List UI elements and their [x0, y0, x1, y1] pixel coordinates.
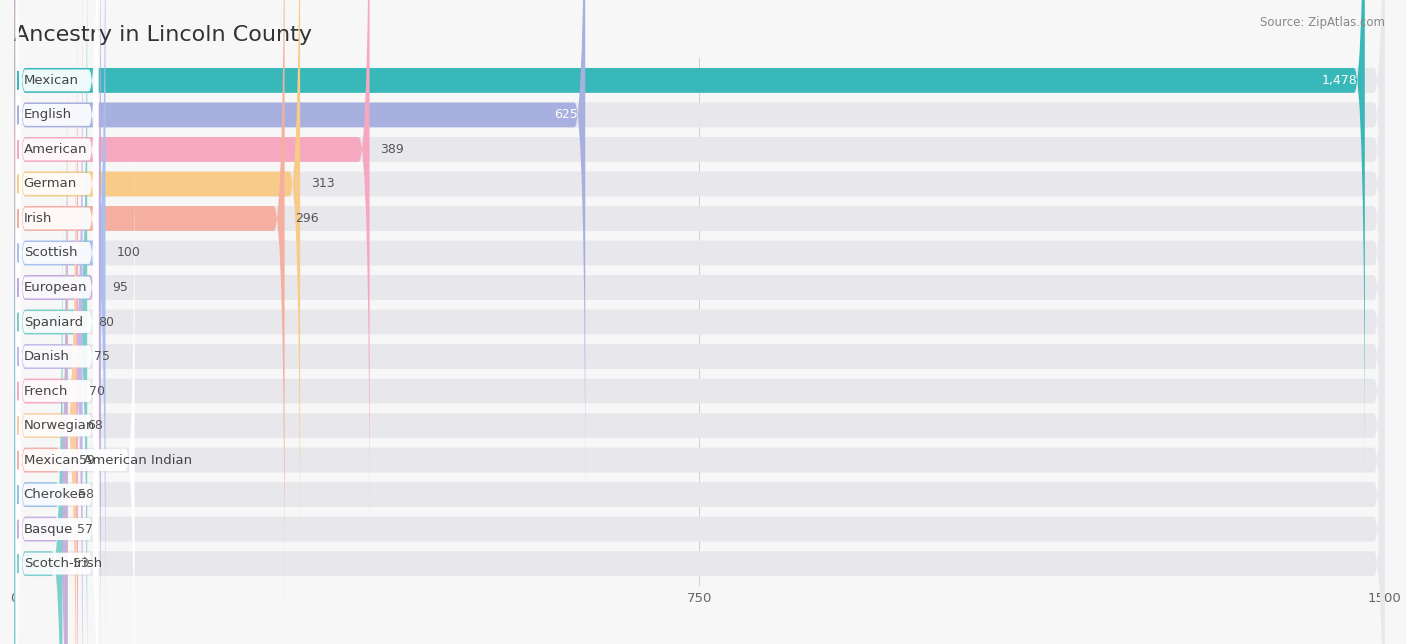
FancyBboxPatch shape [14, 0, 1385, 551]
Text: Danish: Danish [24, 350, 69, 363]
Text: 70: 70 [89, 384, 105, 397]
FancyBboxPatch shape [14, 0, 1385, 644]
FancyBboxPatch shape [15, 0, 98, 484]
FancyBboxPatch shape [15, 229, 98, 644]
FancyBboxPatch shape [14, 24, 76, 644]
FancyBboxPatch shape [14, 162, 62, 644]
Text: Norwegian: Norwegian [24, 419, 96, 432]
Text: 59: 59 [79, 453, 94, 466]
Text: 389: 389 [381, 143, 405, 156]
FancyBboxPatch shape [14, 0, 1385, 482]
Text: 58: 58 [79, 488, 94, 501]
FancyBboxPatch shape [14, 59, 67, 644]
Text: European: European [24, 281, 87, 294]
FancyBboxPatch shape [14, 0, 299, 585]
FancyBboxPatch shape [15, 0, 98, 553]
Text: Mexican American Indian: Mexican American Indian [24, 453, 191, 466]
FancyBboxPatch shape [15, 23, 98, 644]
Text: 625: 625 [554, 108, 578, 122]
FancyBboxPatch shape [14, 59, 1385, 644]
Text: 75: 75 [94, 350, 110, 363]
Text: 95: 95 [112, 281, 128, 294]
Text: Source: ZipAtlas.com: Source: ZipAtlas.com [1260, 16, 1385, 29]
FancyBboxPatch shape [14, 0, 1385, 644]
FancyBboxPatch shape [15, 0, 98, 518]
FancyBboxPatch shape [15, 0, 98, 587]
FancyBboxPatch shape [14, 128, 1385, 644]
Text: French: French [24, 384, 67, 397]
FancyBboxPatch shape [14, 0, 1385, 516]
Text: Irish: Irish [24, 212, 52, 225]
FancyBboxPatch shape [14, 0, 1385, 585]
FancyBboxPatch shape [14, 0, 370, 551]
Text: 1,478: 1,478 [1322, 74, 1358, 87]
Text: 313: 313 [311, 178, 335, 191]
FancyBboxPatch shape [14, 24, 1385, 644]
Text: Scottish: Scottish [24, 247, 77, 260]
Text: English: English [24, 108, 72, 122]
FancyBboxPatch shape [14, 0, 83, 644]
FancyBboxPatch shape [14, 0, 1385, 644]
Text: Ancestry in Lincoln County: Ancestry in Lincoln County [14, 25, 312, 45]
FancyBboxPatch shape [14, 0, 87, 644]
FancyBboxPatch shape [15, 57, 98, 644]
Text: American: American [24, 143, 87, 156]
FancyBboxPatch shape [14, 93, 67, 644]
Text: Scotch-Irish: Scotch-Irish [24, 557, 101, 570]
FancyBboxPatch shape [14, 0, 1365, 482]
Text: 80: 80 [98, 316, 114, 328]
Text: 57: 57 [77, 522, 93, 536]
FancyBboxPatch shape [14, 162, 1385, 644]
Text: 296: 296 [295, 212, 319, 225]
FancyBboxPatch shape [14, 0, 105, 644]
FancyBboxPatch shape [14, 0, 1385, 644]
Text: Spaniard: Spaniard [24, 316, 83, 328]
FancyBboxPatch shape [14, 0, 1385, 620]
FancyBboxPatch shape [14, 0, 1385, 644]
Text: 53: 53 [73, 557, 90, 570]
FancyBboxPatch shape [15, 160, 98, 644]
Text: Basque: Basque [24, 522, 73, 536]
Text: 68: 68 [87, 419, 103, 432]
FancyBboxPatch shape [15, 0, 98, 644]
FancyBboxPatch shape [14, 0, 101, 644]
FancyBboxPatch shape [15, 0, 98, 415]
FancyBboxPatch shape [14, 0, 79, 644]
FancyBboxPatch shape [14, 93, 1385, 644]
Text: Cherokee: Cherokee [24, 488, 87, 501]
FancyBboxPatch shape [14, 128, 66, 644]
FancyBboxPatch shape [15, 126, 135, 644]
Text: German: German [24, 178, 77, 191]
FancyBboxPatch shape [15, 91, 98, 644]
FancyBboxPatch shape [14, 0, 585, 516]
Text: Mexican: Mexican [24, 74, 79, 87]
FancyBboxPatch shape [15, 0, 98, 449]
Text: 100: 100 [117, 247, 141, 260]
FancyBboxPatch shape [14, 0, 284, 620]
FancyBboxPatch shape [15, 195, 98, 644]
FancyBboxPatch shape [15, 0, 98, 621]
